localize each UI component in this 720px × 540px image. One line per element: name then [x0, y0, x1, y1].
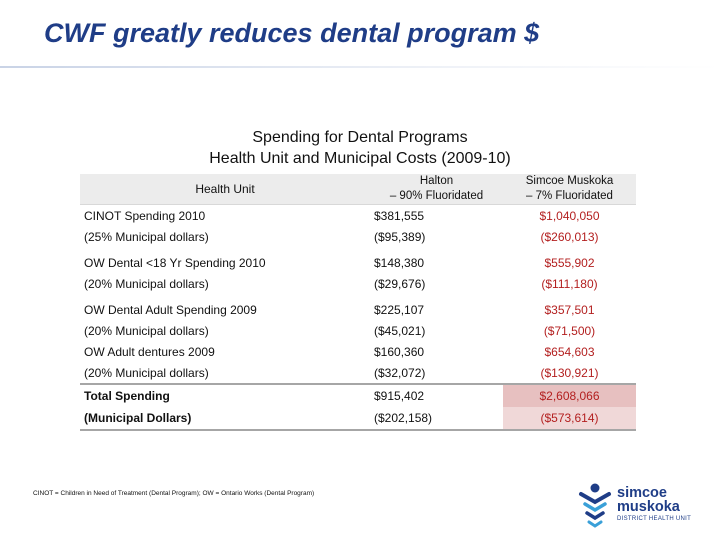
dental-spending-table: Health Unit Halton – 90% Fluoridated Sim… — [80, 174, 636, 431]
logo-figure-icon — [579, 483, 611, 528]
simcoe-value: $1,040,050 — [503, 204, 636, 226]
row-label: OW Adult dentures 2009 — [84, 344, 215, 359]
table-row: OW Dental <18 Yr Spending 2010 $148,380 … — [80, 252, 636, 273]
header-halton: Halton – 90% Fluoridated — [370, 174, 503, 205]
table-row: (20% Municipal dollars) ($32,072) ($130,… — [80, 362, 636, 384]
header-simcoe-fluoridation: – 7% Fluoridated — [526, 190, 613, 202]
halton-value: $148,380 — [374, 255, 425, 270]
logo-wordmark: simcoe muskoka — [617, 485, 680, 515]
simcoe-total: $2,608,066 — [503, 383, 636, 407]
logo-line1: simcoe — [617, 485, 667, 501]
halton-value: ($29,676) — [374, 276, 426, 291]
halton-value: $225,107 — [374, 302, 425, 317]
row-label: OW Dental <18 Yr Spending 2010 — [84, 255, 266, 270]
row-label: (20% Municipal dollars) — [84, 276, 209, 291]
row-label: CINOT Spending 2010 — [80, 204, 370, 226]
header-health-unit: Health Unit — [80, 174, 370, 205]
row-label: (20% Municipal dollars) — [84, 365, 209, 380]
row-label: (25% Municipal dollars) — [84, 229, 209, 244]
title-divider — [0, 66, 720, 68]
simcoe-value: ($111,180) — [541, 276, 598, 291]
simcoe-value: ($130,921) — [540, 365, 599, 380]
halton-value: $381,555 — [370, 204, 503, 226]
header-halton-fluoridation: – 90% Fluoridated — [389, 190, 484, 202]
halton-total: $915,402 — [370, 383, 503, 407]
table-row: (25% Municipal dollars) ($95,389) ($260,… — [80, 226, 636, 247]
logo-line2: muskoka — [617, 499, 680, 515]
table-subtitle-line1: Spending for Dental Programs — [252, 129, 468, 146]
simcoe-total: ($573,614) — [503, 407, 636, 431]
table-row: CINOT Spending 2010 $381,555 $1,040,050 — [80, 204, 636, 226]
header-simcoe-name: Simcoe Muskoka — [525, 175, 614, 187]
footnote: CINOT = Children in Need of Treatment (D… — [33, 490, 315, 497]
slide-title: CWF greatly reduces dental program $ — [44, 18, 540, 48]
halton-value: $160,360 — [374, 344, 425, 359]
simcoe-value: $357,501 — [544, 302, 595, 317]
simcoe-value: ($71,500) — [543, 323, 596, 338]
row-label: (20% Municipal dollars) — [84, 323, 209, 338]
total-row: (Municipal Dollars) ($202,158) ($573,614… — [80, 407, 636, 431]
table-row: (20% Municipal dollars) ($45,021) ($71,5… — [80, 320, 636, 341]
total-row: Total Spending $915,402 $2,608,066 — [80, 383, 636, 407]
simcoe-value: ($260,013) — [540, 229, 599, 244]
halton-total: ($202,158) — [370, 407, 503, 431]
table-row: OW Adult dentures 2009 $160,360 $654,603 — [80, 341, 636, 362]
row-label: OW Dental Adult Spending 2009 — [84, 302, 257, 317]
simcoe-value: $555,902 — [544, 255, 595, 270]
table-header-row: Health Unit Halton – 90% Fluoridated Sim… — [80, 174, 636, 205]
total-label: Total Spending — [80, 383, 370, 407]
table-row: (20% Municipal dollars) ($29,676) ($111,… — [80, 273, 636, 294]
header-halton-name: Halton — [419, 175, 454, 187]
halton-value: ($45,021) — [374, 323, 426, 338]
halton-value: ($32,072) — [374, 365, 426, 380]
logo-tagline: DISTRICT HEALTH UNIT — [617, 516, 692, 522]
total-label: (Municipal Dollars) — [80, 407, 370, 431]
table-row: OW Dental Adult Spending 2009 $225,107 $… — [80, 299, 636, 320]
simcoe-muskoka-logo: simcoe muskoka DISTRICT HEALTH UNIT — [575, 482, 707, 532]
header-simcoe-muskoka: Simcoe Muskoka – 7% Fluoridated — [503, 174, 636, 205]
halton-value: ($95,389) — [374, 229, 426, 244]
table-subtitle-line2: Health Unit and Municipal Costs (2009-10… — [209, 150, 511, 167]
simcoe-value: $654,603 — [544, 344, 595, 359]
